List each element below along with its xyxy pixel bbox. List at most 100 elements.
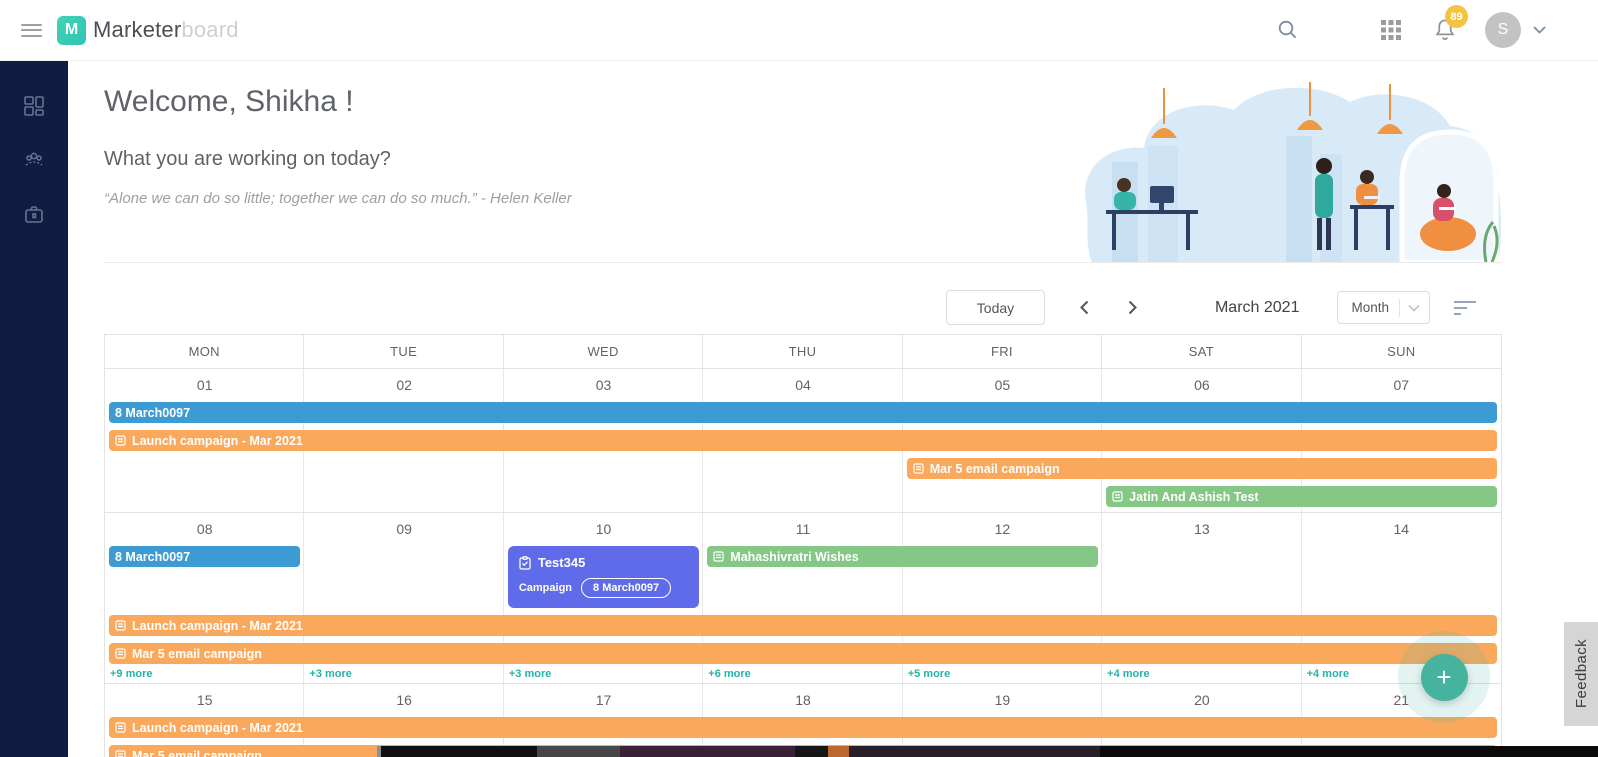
brand-name[interactable]: Marketerboard	[93, 17, 239, 43]
prev-month-icon[interactable]	[1069, 292, 1101, 324]
main-content: Welcome, Shikha ! What you are working o…	[68, 60, 1598, 757]
hamburger-menu-icon[interactable]	[21, 23, 42, 37]
event-label: Launch campaign - Mar 2021	[132, 618, 303, 633]
more-events-link[interactable]: +4 more	[1306, 668, 1350, 680]
day-header-thu: THU	[703, 335, 903, 368]
event-note-icon	[913, 463, 924, 474]
more-events-link[interactable]: +3 more	[508, 668, 552, 680]
chevron-down-icon[interactable]	[1533, 26, 1546, 34]
event-label: 8 March0097	[115, 405, 191, 420]
sidebar-item-team[interactable]	[14, 140, 54, 180]
notifications-bell-icon[interactable]: 89	[1433, 5, 1468, 43]
date-cell[interactable]: 02	[396, 377, 412, 393]
calendar-week-1: 01 02 03 04 05 06 07 8 March0097 Launch …	[105, 369, 1501, 513]
event-note-icon	[713, 551, 724, 562]
date-cell[interactable]: 11	[795, 521, 811, 537]
more-events-link[interactable]: +6 more	[708, 668, 751, 680]
topbar: M Marketerboard 89 S	[0, 0, 1598, 61]
date-cell[interactable]: 19	[994, 692, 1011, 708]
brand-name-secondary: board	[181, 17, 239, 42]
office-illustration	[1085, 82, 1501, 262]
date-cell[interactable]: 10	[595, 521, 612, 537]
date-cell[interactable]: 01	[196, 377, 213, 393]
sidebar-nav	[0, 60, 68, 757]
apps-grid-icon[interactable]	[1381, 20, 1401, 40]
day-header-tue: TUE	[304, 335, 504, 368]
chevron-down-icon	[1408, 304, 1420, 312]
event-bar[interactable]: Launch campaign - Mar 2021	[109, 430, 1497, 451]
event-bar[interactable]: Mahashivratri Wishes	[707, 546, 1099, 567]
date-cell[interactable]: 14	[1393, 521, 1410, 537]
event-card-pill: 8 March0097	[581, 578, 672, 598]
more-events-link[interactable]: +5 more	[907, 668, 951, 680]
calendar-grid: MON TUE WED THU FRI SAT SUN 01 02 03 04 …	[104, 334, 1502, 757]
date-cell[interactable]: 04	[795, 377, 811, 393]
date-cell[interactable]: 07	[1393, 377, 1410, 393]
date-cell[interactable]: 03	[595, 377, 612, 393]
date-cell[interactable]: 21	[1393, 692, 1410, 708]
sidebar-item-dashboard[interactable]	[14, 86, 54, 126]
day-header-row: MON TUE WED THU FRI SAT SUN	[105, 335, 1501, 369]
event-label: Mahashivratri Wishes	[730, 549, 859, 564]
event-label: Mar 5 email campaign	[929, 461, 1060, 476]
event-note-icon	[115, 435, 126, 446]
day-header-wed: WED	[504, 335, 704, 368]
event-card[interactable]: Test345 Campaign 8 March0097	[507, 546, 700, 608]
date-cell[interactable]: 09	[396, 521, 412, 537]
brand-logo-icon[interactable]: M	[57, 15, 86, 45]
more-events-link[interactable]: +4 more	[1107, 668, 1150, 680]
feedback-tab-label: Feedback	[1572, 639, 1590, 709]
date-cell[interactable]: 17	[595, 692, 612, 708]
calendar-toolbar: Today March 2021 Month	[104, 290, 1502, 325]
event-label: 8 March0097	[115, 549, 191, 564]
event-bar[interactable]: Jatin And Ashish Test	[1106, 486, 1497, 507]
event-label: Mar 5 email campaign	[132, 646, 262, 661]
sidebar-item-work[interactable]	[14, 194, 54, 234]
event-note-icon	[115, 722, 126, 733]
date-cell[interactable]: 08	[196, 521, 213, 537]
welcome-section: Welcome, Shikha ! What you are working o…	[104, 60, 1502, 263]
taskbar-edge-strip	[377, 746, 1598, 757]
fab-halo: +	[1398, 631, 1490, 723]
avatar[interactable]: S	[1485, 12, 1521, 48]
day-header-sat: SAT	[1102, 335, 1302, 368]
date-cell[interactable]: 18	[795, 692, 811, 708]
more-events-link[interactable]: +9 more	[110, 668, 153, 680]
calendar-week-2: 08 09 10 11 12 13 14 8 March0097 Test345…	[105, 513, 1501, 684]
notification-count-badge: 89	[1445, 5, 1468, 28]
page-subtitle: What you are working on today?	[104, 148, 391, 170]
event-bar[interactable]: Launch campaign - Mar 2021	[109, 717, 1497, 738]
view-select-divider	[1399, 298, 1400, 317]
event-card-tag: Campaign	[518, 582, 573, 594]
date-cell[interactable]: 16	[396, 692, 412, 708]
more-events-link[interactable]: +3 more	[309, 668, 352, 680]
date-cell[interactable]: 20	[1194, 692, 1210, 708]
event-label: Jatin And Ashish Test	[1129, 489, 1259, 504]
event-card-title: Test345	[537, 555, 586, 570]
event-label: Launch campaign - Mar 2021	[132, 433, 303, 448]
event-note-icon	[1112, 491, 1123, 502]
date-cell[interactable]: 05	[994, 377, 1011, 393]
next-month-icon[interactable]	[1117, 292, 1149, 324]
view-select[interactable]: Month	[1337, 291, 1430, 324]
search-icon[interactable]	[1277, 19, 1299, 41]
event-bar[interactable]: 8 March0097	[109, 402, 1497, 423]
event-bar[interactable]: 8 March0097	[109, 546, 301, 567]
event-note-icon	[115, 620, 126, 631]
date-cell[interactable]: 13	[1194, 521, 1210, 537]
event-note-icon	[115, 750, 126, 757]
date-cell[interactable]: 15	[196, 692, 213, 708]
event-bar[interactable]: Mar 5 email campaign	[109, 643, 1497, 664]
clipboard-check-icon	[519, 555, 531, 570]
add-event-fab[interactable]: +	[1420, 653, 1468, 701]
filter-icon[interactable]	[1452, 299, 1478, 317]
date-cell[interactable]: 06	[1194, 377, 1210, 393]
calendar-month-title: March 2021	[1214, 298, 1300, 316]
event-bar[interactable]: Launch campaign - Mar 2021	[109, 615, 1497, 636]
date-cell[interactable]: 12	[994, 521, 1011, 537]
day-header-mon: MON	[105, 335, 305, 368]
day-header-fri: FRI	[903, 335, 1103, 368]
today-button[interactable]: Today	[945, 290, 1045, 325]
feedback-tab[interactable]: Feedback	[1564, 622, 1598, 726]
event-bar[interactable]: Mar 5 email campaign	[906, 458, 1497, 479]
